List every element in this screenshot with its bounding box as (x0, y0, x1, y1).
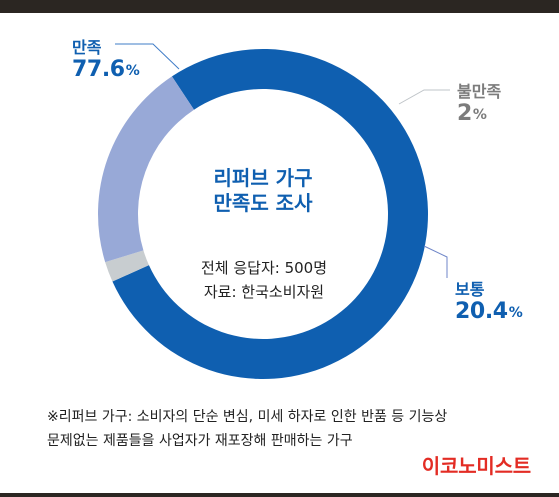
label-satisfied-value: 77.6% (72, 57, 140, 85)
label-normal-name: 보통 (455, 280, 485, 299)
slice-normal (98, 76, 195, 263)
footnote-line-1: ※리퍼브 가구: 소비자의 단순 변심, 미세 하자로 인한 반품 등 기능상 (47, 409, 448, 425)
label-satisfied-unit: % (125, 63, 140, 79)
leader-line-satisfied (115, 43, 180, 70)
label-unsatisfied-value: 2% (457, 101, 501, 129)
footnote-line-2: 문제없는 제품들을 사업자가 재포장해 판매하는 가구 (47, 433, 353, 449)
leader-line-normal (423, 245, 448, 278)
center-notes: 전체 응답자: 500명 자료: 한국소비자원 (184, 256, 344, 304)
leader-line-unsatisfied (398, 89, 450, 105)
donut-slices (98, 48, 428, 379)
label-unsatisfied: 불만족 2% (457, 82, 501, 129)
top-frame-bar (0, 0, 559, 13)
leader-lines (115, 43, 450, 278)
label-normal-value: 20.4% (455, 299, 523, 327)
source-note: 자료: 한국소비자원 (203, 283, 325, 301)
chart-title-line-1: 리퍼브 가구 (213, 166, 313, 190)
bottom-frame-bar (0, 493, 559, 497)
chart-title: 리퍼브 가구 만족도 조사 (188, 166, 338, 216)
brand-logo: 이코노미스트 (421, 454, 531, 478)
label-satisfied: 만족 77.6% (72, 38, 140, 85)
slice-unsatisfied (105, 250, 149, 282)
label-satisfied-number: 77.6 (72, 57, 125, 82)
label-normal: 보통 20.4% (455, 280, 523, 327)
label-unsatisfied-number: 2 (457, 101, 472, 126)
label-normal-number: 20.4 (455, 299, 508, 324)
label-normal-unit: % (508, 305, 523, 321)
respondents-note: 전체 응답자: 500명 (200, 259, 328, 277)
label-unsatisfied-unit: % (472, 107, 487, 123)
chart-title-line-2: 만족도 조사 (213, 191, 313, 215)
label-satisfied-name: 만족 (72, 38, 102, 57)
label-unsatisfied-name: 불만족 (457, 82, 502, 101)
footnote: ※리퍼브 가구: 소비자의 단순 변심, 미세 하자로 인한 반품 등 기능상 … (47, 405, 487, 453)
